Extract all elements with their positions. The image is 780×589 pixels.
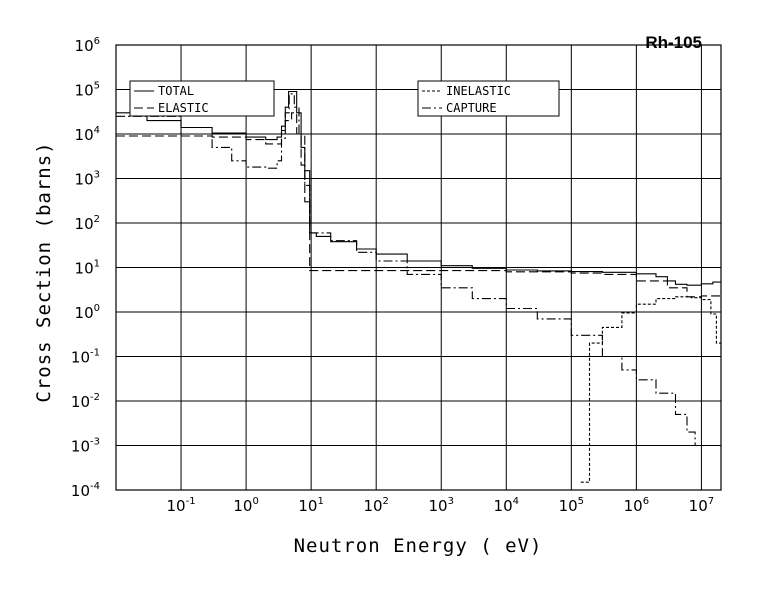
legend-label: ELASTIC (158, 101, 209, 115)
x-tick-label: 105 (559, 496, 584, 515)
series-layer (116, 90, 722, 483)
y-tick-labels: 10-4 10-3 10-2 10-1 100 101 102 103 104 105 106 (71, 36, 100, 500)
y-tick-label: 10-1 (71, 348, 100, 367)
legend-label: TOTAL (158, 84, 194, 98)
x-tick-label: 107 (689, 496, 714, 515)
y-tick-label: 10-4 (71, 481, 100, 500)
x-tick-labels: 10-1 100 101 102 103 104 105 106 107 (167, 496, 715, 515)
x-tick-label: 104 (494, 496, 519, 515)
x-tick-label: 106 (624, 496, 649, 515)
x-tick-label: 102 (363, 496, 388, 515)
series-line (116, 112, 722, 298)
y-tick-label: 102 (75, 214, 100, 233)
y-tick-label: 104 (75, 125, 100, 144)
series-line (580, 296, 722, 483)
x-tick-label: 10-1 (167, 496, 196, 515)
legend-box (417, 80, 560, 117)
legend-label: CAPTURE (446, 101, 497, 115)
y-tick-label: 101 (75, 259, 100, 278)
x-tick-label: 100 (233, 496, 258, 515)
x-axis-title: Neutron Energy ( eV) (294, 535, 543, 557)
x-tick-label: 101 (298, 496, 323, 515)
y-tick-label: 103 (75, 170, 100, 189)
grid (116, 44, 721, 491)
legends: TOTAL ELASTIC INELASTIC CAPTURE (129, 80, 560, 117)
y-tick-label: 10-3 (71, 437, 100, 456)
series-line (116, 90, 722, 286)
chart-title: Rh-105 (645, 33, 702, 52)
series-line (116, 93, 722, 448)
x-tick-label: 103 (428, 496, 453, 515)
y-tick-label: 100 (75, 303, 100, 322)
legend-box (129, 80, 275, 117)
y-tick-label: 105 (75, 81, 100, 100)
y-tick-label: 10-2 (71, 392, 100, 411)
plot-frame (115, 44, 722, 491)
legend-label: INELASTIC (446, 84, 511, 98)
y-tick-label: 106 (75, 36, 100, 55)
y-axis-title: Cross Section (barns) (33, 141, 55, 402)
